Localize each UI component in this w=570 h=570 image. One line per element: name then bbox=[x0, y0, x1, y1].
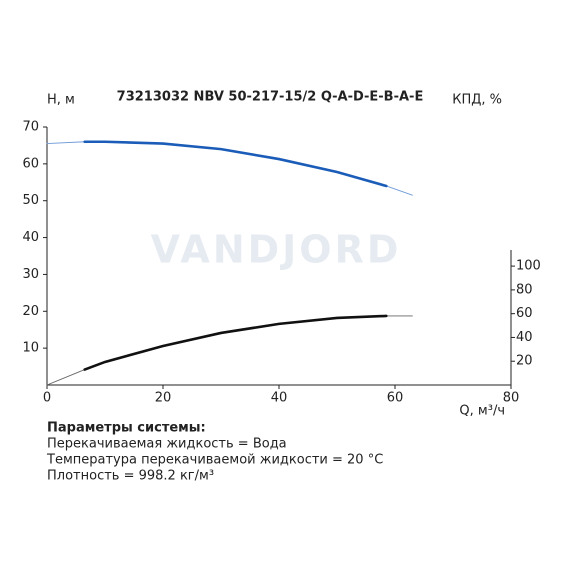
y-tick-label: 60 bbox=[22, 156, 39, 171]
watermark: VANDJORD bbox=[151, 228, 402, 272]
y-tick-label: 70 bbox=[22, 120, 39, 135]
chart-title: 73213032 NBV 50-217-15/2 Q-A-D-E-B-A-E bbox=[117, 90, 424, 105]
y-tick-label: 30 bbox=[22, 267, 39, 282]
y2-tick-label: 100 bbox=[516, 259, 541, 274]
y2-axis-label: КПД, % bbox=[452, 93, 502, 108]
y2-tick-label: 20 bbox=[516, 354, 533, 369]
x-tick-label: 40 bbox=[271, 391, 288, 406]
y-tick-label: 50 bbox=[22, 193, 39, 208]
y-tick-label: 10 bbox=[22, 341, 39, 356]
x-tick-label: 60 bbox=[387, 391, 404, 406]
x-axis-label: Q, м³/ч bbox=[459, 404, 505, 419]
x-tick-label: 80 bbox=[503, 391, 520, 406]
y2-tick-label: 60 bbox=[516, 306, 533, 321]
y2-tick-label: 40 bbox=[516, 330, 533, 345]
params-line: Температура перекачиваемой жидкости = 20… bbox=[46, 453, 383, 468]
curve bbox=[46, 315, 413, 386]
curve bbox=[83, 314, 388, 371]
x-tick-label: 20 bbox=[155, 391, 172, 406]
y2-tick-label: 80 bbox=[516, 282, 533, 297]
params-line: Перекачиваемая жидкость = Вода bbox=[47, 437, 287, 452]
y-tick-label: 20 bbox=[22, 304, 39, 319]
y-axis-label: H, м bbox=[47, 93, 75, 108]
params-heading: Параметры системы: bbox=[47, 421, 206, 436]
params-line: Плотность = 998.2 кг/м³ bbox=[47, 469, 214, 484]
y-tick-label: 40 bbox=[22, 230, 39, 245]
curve bbox=[83, 140, 388, 188]
x-tick-label: 0 bbox=[43, 391, 51, 406]
